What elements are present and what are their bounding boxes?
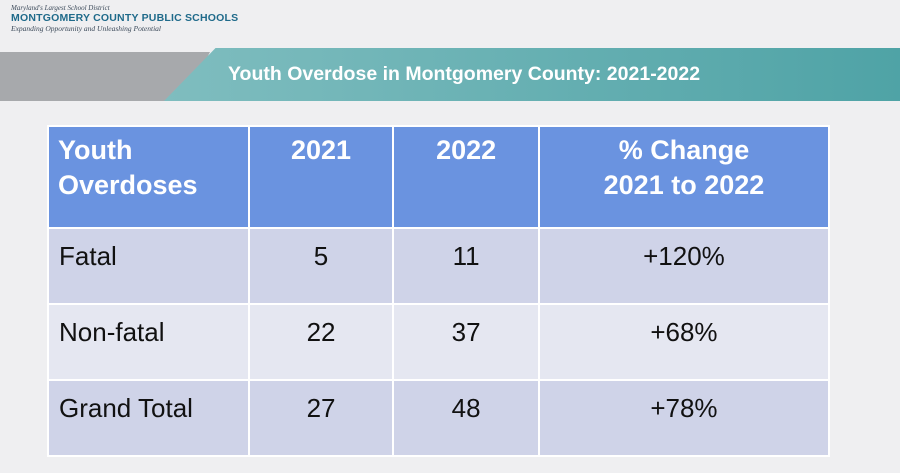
logo-slogan: Expanding Opportunity and Unleashing Pot… <box>11 24 161 33</box>
banner-teal-stripe <box>164 48 900 101</box>
row-label: Grand Total <box>47 379 250 457</box>
cell-change: +120% <box>537 227 831 305</box>
header-2022: 2022 <box>392 125 540 229</box>
cell-2022: 11 <box>392 227 540 305</box>
slide-title: Youth Overdose in Montgomery County: 202… <box>228 63 701 85</box>
row-label: Fatal <box>47 227 250 305</box>
cell-2022: 37 <box>392 303 540 381</box>
cell-2021: 27 <box>247 379 395 457</box>
table-row: Fatal 5 11 +120% <box>47 227 831 305</box>
overdose-table: Youth Overdoses 2021 2022 % Change 2021 … <box>47 125 831 457</box>
cell-change: +78% <box>537 379 831 457</box>
header-category: Youth Overdoses <box>47 125 250 229</box>
table-header-row: Youth Overdoses 2021 2022 % Change 2021 … <box>47 125 831 229</box>
header-2021: 2021 <box>247 125 395 229</box>
district-logo: Maryland's Largest School District MONTG… <box>11 4 238 33</box>
row-label: Non-fatal <box>47 303 250 381</box>
logo-tagline: Maryland's Largest School District <box>11 4 110 12</box>
cell-2021: 22 <box>247 303 395 381</box>
table-row: Non-fatal 22 37 +68% <box>47 303 831 381</box>
table-row: Grand Total 27 48 +78% <box>47 379 831 457</box>
header-category-line2: Overdoses <box>58 170 198 200</box>
header-change: % Change 2021 to 2022 <box>537 125 831 229</box>
cell-change: +68% <box>537 303 831 381</box>
header-category-line1: Youth <box>58 135 133 165</box>
title-banner: Youth Overdose in Montgomery County: 202… <box>0 48 900 101</box>
header-change-line2: 2021 to 2022 <box>603 170 765 200</box>
logo-name: MONTGOMERY COUNTY PUBLIC SCHOOLS <box>11 12 239 24</box>
cell-2021: 5 <box>247 227 395 305</box>
header-change-line1: % Change <box>618 135 750 165</box>
cell-2022: 48 <box>392 379 540 457</box>
